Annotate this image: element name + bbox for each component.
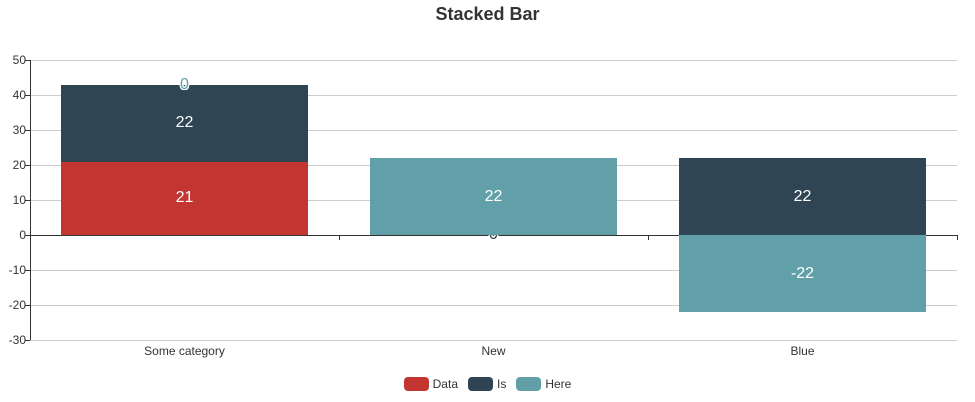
gridline <box>30 270 957 271</box>
y-axis-label: 20 <box>12 158 26 172</box>
y-axis-line <box>30 60 31 340</box>
bar-value-label: 21 <box>175 189 194 207</box>
legend-swatch-icon <box>516 377 542 391</box>
x-axis-label: Some category <box>144 344 225 358</box>
x-axis-line <box>30 235 957 236</box>
bar-segment <box>61 161 308 235</box>
gridline <box>30 340 957 341</box>
legend-item-here[interactable]: Here <box>516 377 571 391</box>
bar-segment <box>61 84 308 162</box>
y-axis-label: -20 <box>8 298 26 312</box>
bar-zero-label: 0 <box>180 75 189 93</box>
y-axis-label: 40 <box>12 88 26 102</box>
y-axis-tick <box>25 340 30 341</box>
gridline <box>30 130 957 131</box>
y-axis-tick <box>25 235 30 236</box>
legend: Data Is Here <box>0 377 975 391</box>
gridline <box>30 95 957 96</box>
x-axis-tick <box>957 235 958 240</box>
y-axis-label: -10 <box>8 263 26 277</box>
x-axis-label: Blue <box>790 344 815 358</box>
bar-segment <box>679 235 926 312</box>
y-axis-tick <box>25 130 30 131</box>
y-axis-tick <box>25 270 30 271</box>
x-axis-label: New <box>481 344 506 358</box>
chart-title: Stacked Bar <box>435 4 540 24</box>
gridline <box>30 305 957 306</box>
x-axis-tick <box>339 235 340 240</box>
y-axis-label: -30 <box>8 333 26 347</box>
legend-label: Data <box>432 377 458 391</box>
bar-segment <box>679 158 926 235</box>
legend-label: Is <box>497 377 507 391</box>
legend-label: Here <box>545 377 572 391</box>
y-axis-label: 30 <box>12 123 26 137</box>
y-axis-label: 0 <box>19 228 26 242</box>
y-axis-tick <box>25 95 30 96</box>
bar-value-label: 22 <box>484 187 503 205</box>
gridline <box>30 60 957 61</box>
legend-swatch-icon <box>468 377 493 391</box>
bar-value-label: -22 <box>790 264 815 282</box>
y-axis-label: 50 <box>12 53 26 67</box>
x-axis-tick <box>30 235 31 240</box>
legend-item-is[interactable]: Is <box>468 377 506 391</box>
legend-swatch-icon <box>403 377 429 391</box>
legend-item-data[interactable]: Data <box>403 377 458 391</box>
bar-value-label: 22 <box>175 114 194 131</box>
y-axis-tick <box>25 305 30 306</box>
x-axis-tick <box>648 235 649 240</box>
y-axis-tick <box>25 200 30 201</box>
y-axis-tick <box>25 60 30 61</box>
y-axis-label: 10 <box>12 193 26 207</box>
bar-segment <box>370 158 617 235</box>
y-axis-tick <box>25 165 30 166</box>
bar-value-label: 22 <box>793 187 812 205</box>
